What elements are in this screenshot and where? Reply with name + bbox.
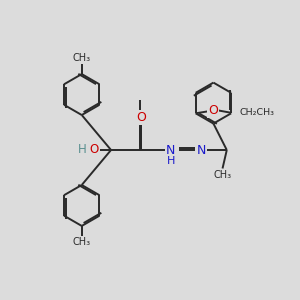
- Text: H: H: [167, 156, 176, 166]
- Text: H: H: [77, 142, 86, 156]
- Text: O: O: [136, 111, 146, 124]
- Text: O: O: [89, 142, 99, 156]
- Text: CH₃: CH₃: [73, 53, 91, 63]
- Text: CH₂CH₃: CH₂CH₃: [239, 108, 274, 117]
- Text: CH₃: CH₃: [214, 170, 232, 180]
- Text: N: N: [166, 143, 176, 157]
- Text: O: O: [208, 104, 218, 117]
- Text: N: N: [196, 143, 206, 157]
- Text: CH₃: CH₃: [73, 237, 91, 247]
